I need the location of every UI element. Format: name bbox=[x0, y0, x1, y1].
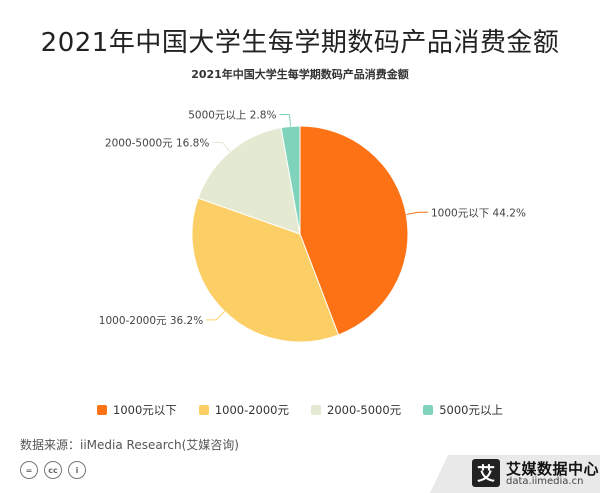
slice-label: 2000-5000元 16.8% bbox=[105, 138, 209, 150]
label-leader-line bbox=[279, 113, 292, 127]
legend-label: 1000元以下 bbox=[113, 403, 177, 417]
chart-subtitle: 2021年中国大学生每学期数码产品消费金额 bbox=[191, 68, 409, 81]
slice-label: 1000元以下 44.2% bbox=[431, 207, 526, 219]
cc-icon: cc bbox=[44, 461, 62, 479]
cc-nd-icon: = bbox=[20, 461, 38, 479]
page-title: 2021年中国大学生每学期数码产品消费金额 bbox=[40, 28, 560, 58]
legend-item[interactable]: 1000元以下 bbox=[97, 402, 177, 418]
license-icons: = cc i bbox=[20, 461, 86, 479]
slice-label: 1000-2000元 36.2% bbox=[99, 315, 203, 327]
label-leader-line bbox=[206, 310, 225, 321]
brand-name: 艾媒数据中心 bbox=[506, 460, 600, 478]
pie-slice[interactable] bbox=[280, 125, 301, 235]
legend-item[interactable]: 5000元以上 bbox=[423, 402, 503, 418]
label-leader-line bbox=[212, 142, 231, 152]
legend-label: 1000-2000元 bbox=[214, 403, 289, 417]
label-leader-line bbox=[406, 211, 429, 215]
legend-swatch bbox=[198, 405, 209, 415]
data-source: 数据来源：iiMedia Research(艾媒咨询) bbox=[20, 438, 239, 452]
brand-banner bbox=[430, 455, 600, 493]
chart-legend: 1000元以下 1000-2000元 2000-5000元 5000元以上 bbox=[0, 402, 600, 418]
legend-label: 5000元以上 bbox=[439, 403, 503, 417]
cc-by-icon: i bbox=[68, 461, 86, 479]
legend-swatch bbox=[311, 405, 321, 415]
brand-url[interactable]: data.iimedia.cn bbox=[506, 476, 584, 487]
pie-slice[interactable] bbox=[299, 125, 409, 336]
pie-slice[interactable] bbox=[191, 197, 340, 343]
legend-label: 2000-5000元 bbox=[327, 403, 402, 417]
legend-item[interactable]: 2000-5000元 bbox=[311, 402, 401, 418]
brand-logo-icon: 艾 bbox=[472, 459, 500, 487]
slice-label: 5000元以上 2.8% bbox=[188, 109, 276, 121]
pie-chart: 1000元以下 44.2% 1000-2000元 36.2% 2000-5000元 … bbox=[99, 109, 526, 343]
legend-swatch bbox=[97, 405, 108, 415]
legend-item[interactable]: 1000-2000元 bbox=[198, 402, 289, 418]
legend-swatch bbox=[423, 405, 434, 415]
